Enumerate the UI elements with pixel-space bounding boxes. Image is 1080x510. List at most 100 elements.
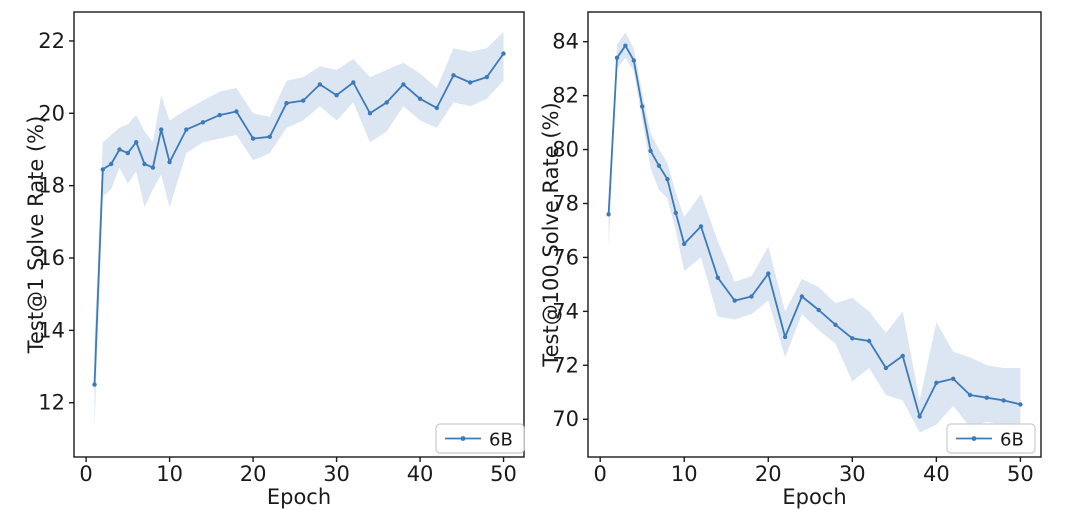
- data-point-marker: [217, 112, 222, 118]
- data-point-marker: [883, 365, 889, 371]
- data-point-marker: [184, 127, 189, 132]
- y-tick-label: 12: [38, 391, 65, 415]
- data-point-marker: [673, 210, 678, 216]
- data-point-marker: [656, 163, 662, 168]
- data-point-marker: [631, 58, 636, 63]
- y-tick-label: 18: [38, 174, 65, 198]
- y-tick-label: 14: [38, 318, 65, 342]
- x-tick-label: 0: [593, 462, 606, 486]
- data-point-marker: [833, 322, 838, 327]
- x-axis-label: Epoch: [782, 485, 846, 509]
- data-point-marker: [284, 101, 289, 106]
- y-axis-label: Test@100 Solve Rate (%): [540, 102, 563, 367]
- data-point-marker: [351, 80, 356, 85]
- y-tick-label: 16: [38, 246, 65, 270]
- data-point-marker: [951, 376, 956, 381]
- data-point-marker: [401, 82, 406, 87]
- data-point-marker: [665, 177, 670, 182]
- x-tick-label: 40: [407, 462, 434, 486]
- data-point-marker: [484, 74, 489, 80]
- data-point-marker: [1018, 402, 1023, 407]
- x-tick-label: 10: [156, 462, 183, 486]
- x-tick-label: 10: [671, 462, 698, 486]
- test-at-1-plot: 0 10 20 30 40 50 12 14 16 18 20 22 Epoch Test@1 Solve…: [24, 11, 525, 509]
- x-tick-label: 40: [923, 462, 950, 486]
- test-at-100-plot: 0 10 20 30 40 50 70 72 74 76 78 80 82 84 Epoch Test@100…: [540, 11, 1042, 509]
- x-axis-label: Epoch: [267, 485, 331, 509]
- data-point-marker: [984, 395, 989, 400]
- data-point-marker: [782, 334, 788, 340]
- series-line: [607, 44, 1022, 418]
- data-point-marker: [648, 148, 653, 154]
- data-point-marker: [732, 298, 737, 303]
- x-tick-label: 30: [323, 462, 350, 486]
- data-point-marker: [200, 120, 206, 125]
- data-point-marker: [917, 414, 922, 419]
- y-tick-label: 76: [552, 245, 579, 269]
- data-point-marker: [934, 380, 939, 385]
- data-point-marker: [749, 294, 754, 299]
- series-line: [93, 52, 505, 386]
- data-point-marker: [715, 275, 720, 280]
- x-tick-label: 50: [490, 462, 517, 486]
- legend: 6B: [946, 423, 1036, 454]
- data-point-marker: [623, 43, 628, 48]
- y-tick-label: 72: [552, 353, 579, 377]
- y-tick-label: 80: [552, 138, 579, 162]
- data-point-marker: [468, 80, 473, 85]
- chart-test-at-100: 0 10 20 30 40 50 70 72 74 76 78 80 82 84 Epoch Test@100…: [540, 0, 1080, 510]
- data-point-marker: [384, 100, 389, 105]
- data-point-marker: [267, 134, 272, 139]
- data-point-marker: [159, 127, 164, 132]
- data-point-marker: [134, 140, 139, 145]
- data-point-marker: [317, 82, 323, 87]
- plot-border: [73, 11, 525, 458]
- confidence-band: [94, 31, 504, 429]
- data-point-marker: [698, 224, 704, 229]
- x-tick-label: 0: [79, 462, 92, 486]
- data-point-marker: [150, 165, 156, 170]
- x-tick-label: 20: [755, 462, 782, 486]
- x-tick-label: 20: [240, 462, 267, 486]
- y-tick-label: 82: [552, 84, 579, 108]
- legend: 6B: [435, 423, 525, 454]
- x-tick-label: 30: [839, 462, 866, 486]
- data-point-marker: [850, 336, 855, 341]
- data-point-marker: [109, 161, 114, 167]
- y-tick-label: 20: [38, 101, 65, 125]
- data-point-marker: [640, 104, 645, 109]
- data-point-marker: [100, 167, 106, 172]
- data-point-marker: [451, 73, 456, 78]
- data-point-marker: [606, 212, 611, 217]
- x-tick-label: 50: [1007, 462, 1034, 486]
- data-point-marker: [301, 98, 306, 103]
- data-point-marker: [816, 307, 821, 313]
- legend-marker-sample: [971, 436, 977, 441]
- y-tick-label: 74: [552, 299, 579, 323]
- data-point-marker: [799, 294, 805, 299]
- data-point-marker: [682, 241, 687, 247]
- data-point-marker: [501, 51, 506, 56]
- data-point-marker: [125, 150, 130, 156]
- y-tick-label: 22: [38, 29, 65, 53]
- legend-label: 6B: [1000, 430, 1024, 451]
- data-point-marker: [234, 109, 239, 114]
- data-point-marker: [1001, 398, 1006, 403]
- data-point-marker: [334, 93, 339, 98]
- data-point-marker: [900, 353, 905, 359]
- y-tick-label: 78: [552, 191, 579, 215]
- data-point-marker: [367, 111, 373, 116]
- plot-border: [587, 11, 1042, 458]
- data-point-marker: [614, 55, 620, 60]
- chart-test-at-1: 0 10 20 30 40 50 12 14 16 18 20 22 Epoch Test@1 Solve…: [24, 11, 525, 509]
- data-point-marker: [92, 382, 97, 387]
- legend-label: 6B: [489, 430, 513, 451]
- data-point-marker: [142, 161, 147, 167]
- data-point-marker: [866, 338, 872, 344]
- y-tick-label: 84: [552, 30, 579, 54]
- data-point-marker: [434, 105, 439, 111]
- data-point-marker: [967, 392, 973, 398]
- y-axis-label: Test@1 Solve Rate (%): [24, 116, 48, 355]
- y-tick-label: 70: [552, 407, 579, 431]
- data-point-marker: [417, 96, 423, 102]
